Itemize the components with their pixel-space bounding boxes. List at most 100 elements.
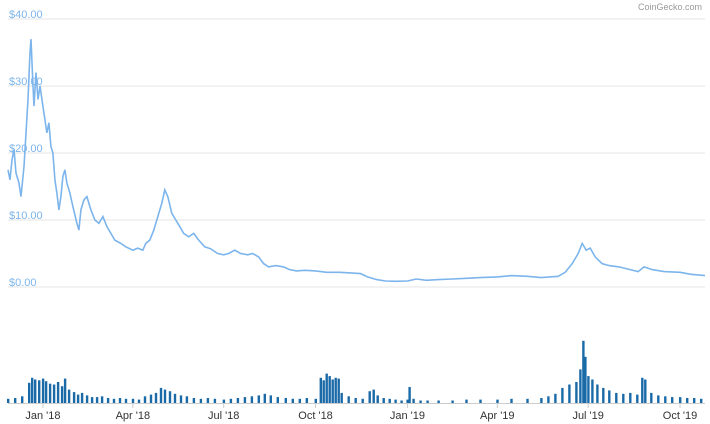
volume-bar <box>63 378 67 403</box>
volume-bar <box>44 381 48 403</box>
volume-bar <box>582 340 585 403</box>
volume-bar <box>426 400 429 403</box>
volume-bar <box>206 398 210 403</box>
volume-bar <box>48 383 52 403</box>
volume-bar <box>222 399 226 403</box>
volume-bar <box>412 398 415 403</box>
volume-bar <box>21 396 24 403</box>
x-tick-label: Oct '19 <box>663 410 698 422</box>
volume-bar <box>149 394 153 403</box>
volume-bar <box>263 393 266 403</box>
volume-bar <box>106 398 110 403</box>
volume-bar <box>408 387 411 403</box>
volume-bar <box>112 398 116 403</box>
volume-bar <box>608 390 611 403</box>
volume-bar <box>451 400 454 403</box>
volume-bar <box>602 387 605 403</box>
volume-bar <box>137 399 141 403</box>
volume-bar <box>192 398 196 403</box>
y-tick-label: $0.00 <box>9 277 37 289</box>
volume-bar <box>236 398 240 403</box>
volume-bar <box>368 391 371 403</box>
volume-bar <box>72 392 76 403</box>
volume-bar <box>269 395 272 403</box>
volume-bar <box>76 394 80 403</box>
volume-bar <box>554 393 557 403</box>
volume-bar <box>561 387 564 403</box>
volume-bar <box>85 395 89 403</box>
volume-bar <box>305 398 308 403</box>
volume-bar <box>163 389 167 403</box>
volume-bar <box>143 396 147 403</box>
volume-bar <box>319 377 322 403</box>
volume-bar <box>179 395 183 403</box>
volume-bar <box>131 398 135 403</box>
volume-bar <box>664 396 667 403</box>
volume-bar <box>693 398 696 403</box>
volume-bar <box>168 391 172 403</box>
volume-bar <box>700 398 703 403</box>
volume-bar <box>526 398 529 403</box>
volume-bar <box>540 398 543 403</box>
x-tick-label: Oct '18 <box>298 410 333 422</box>
volume-bar <box>622 393 625 403</box>
volume-bar <box>90 397 94 403</box>
volume-bar <box>322 380 325 403</box>
volume-bar <box>100 396 104 403</box>
x-tick-label: Jul '18 <box>208 410 239 422</box>
volume-bar <box>52 384 56 403</box>
price-line <box>7 39 706 283</box>
volume-bar <box>584 356 587 403</box>
volume-bar <box>361 398 364 403</box>
volume-bar <box>636 394 639 403</box>
volume-bar <box>419 400 422 403</box>
y-tick-label: $40.00 <box>9 9 43 21</box>
volume-bar <box>340 392 343 403</box>
volume-bar <box>276 397 279 403</box>
x-tick-label: Jan '18 <box>25 410 60 422</box>
volume-bar <box>334 377 337 403</box>
volume-bar <box>38 380 41 403</box>
volume-bar <box>213 398 217 403</box>
x-tick-label: Apr '19 <box>480 410 515 422</box>
volume-bar <box>325 373 328 403</box>
volume-bar <box>465 399 468 403</box>
volume-bar <box>437 400 440 403</box>
volume-bar <box>328 376 331 403</box>
volume-bars <box>7 340 703 403</box>
volume-bar <box>510 398 513 403</box>
volume-bar <box>67 389 71 403</box>
volume-bar <box>243 397 247 403</box>
volume-bar <box>118 398 122 403</box>
volume-bar <box>547 396 550 403</box>
volume-bar <box>154 392 158 403</box>
volume-bar <box>291 398 294 403</box>
volume-bar <box>31 377 34 403</box>
volume-bar <box>250 396 254 403</box>
x-tick-label: Jul '19 <box>572 410 603 422</box>
volume-bar <box>388 398 391 403</box>
volume-bar <box>354 398 357 403</box>
volume-bar <box>34 379 37 403</box>
volume-bar <box>394 399 397 403</box>
volume-bar <box>257 395 260 403</box>
volume-bar <box>199 398 203 403</box>
volume-bar <box>406 399 409 403</box>
volume-bar <box>650 392 653 403</box>
volume-bar <box>298 398 301 403</box>
volume-bar <box>400 400 403 403</box>
volume-bar <box>124 398 128 403</box>
volume-bar <box>80 392 84 403</box>
price-gridlines <box>8 18 705 288</box>
volume-bar <box>41 378 45 403</box>
volume-bar <box>347 396 350 403</box>
volume-bar <box>60 386 64 403</box>
volume-bar <box>679 397 682 403</box>
volume-bar <box>284 398 287 403</box>
volume-bar <box>7 398 10 403</box>
volume-bar <box>671 397 674 403</box>
volume-bar <box>314 398 317 403</box>
volume-bar <box>173 393 177 403</box>
volume-bar <box>615 392 618 403</box>
